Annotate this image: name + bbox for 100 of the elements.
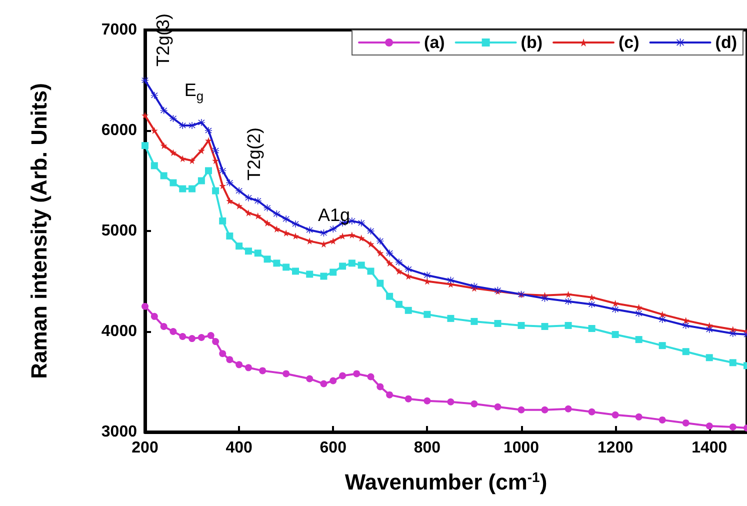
point — [588, 408, 596, 416]
point — [226, 356, 234, 364]
point — [376, 280, 384, 287]
point — [348, 260, 356, 267]
point — [282, 230, 290, 237]
y-tick-label: 7000 — [101, 22, 138, 38]
point — [264, 256, 271, 263]
point — [236, 242, 243, 250]
point — [541, 406, 548, 414]
point — [682, 419, 690, 426]
point — [635, 310, 642, 317]
point — [244, 248, 252, 255]
point — [353, 370, 360, 378]
point — [142, 142, 148, 150]
point — [320, 380, 328, 388]
x-tick-label: 1400 — [692, 440, 728, 456]
point — [292, 232, 299, 240]
point — [292, 220, 299, 228]
point — [226, 179, 234, 186]
point — [142, 112, 148, 119]
point — [179, 155, 186, 162]
point — [367, 240, 374, 248]
point — [188, 335, 196, 342]
legend-label: (c) — [618, 33, 640, 52]
y-tick-label: 6000 — [101, 122, 138, 139]
point — [282, 370, 290, 378]
point — [358, 262, 365, 269]
point — [320, 272, 328, 280]
point — [207, 332, 214, 340]
point — [612, 331, 619, 338]
point — [170, 149, 177, 156]
point — [212, 187, 220, 194]
point — [330, 238, 337, 245]
point — [219, 182, 226, 190]
point — [254, 250, 262, 257]
point — [198, 118, 205, 126]
point — [348, 232, 356, 239]
point — [424, 397, 431, 404]
point — [386, 260, 394, 267]
point — [564, 298, 572, 305]
point — [244, 194, 252, 202]
point — [729, 359, 736, 366]
point — [395, 268, 402, 275]
legend-label: (b) — [520, 33, 543, 52]
point — [142, 76, 148, 84]
y-axis-title: Raman intensity (Arb. Units) — [26, 83, 52, 379]
point — [635, 413, 642, 420]
point — [236, 202, 243, 210]
point — [424, 310, 431, 318]
point — [306, 238, 314, 245]
point — [706, 354, 713, 362]
point — [339, 262, 346, 270]
point — [518, 322, 525, 329]
point — [236, 187, 243, 194]
point — [219, 350, 226, 358]
point — [198, 147, 205, 154]
point — [395, 300, 402, 308]
point — [142, 302, 148, 310]
point — [150, 312, 158, 320]
point — [494, 320, 502, 327]
point — [447, 398, 454, 406]
point — [404, 272, 412, 280]
x-tick-label: 200 — [132, 440, 158, 456]
y-tick-label: 3000 — [101, 424, 138, 440]
point — [658, 342, 666, 350]
point — [150, 92, 158, 99]
point — [150, 127, 158, 134]
x-tick-label: 1200 — [598, 440, 634, 456]
point — [170, 114, 177, 122]
point — [244, 364, 252, 372]
point — [226, 197, 234, 204]
point — [447, 314, 454, 322]
point — [306, 270, 314, 278]
point — [188, 122, 196, 129]
point — [150, 162, 158, 170]
point — [219, 217, 226, 224]
point — [170, 328, 177, 335]
point — [470, 318, 478, 325]
point — [404, 266, 412, 273]
point — [447, 276, 454, 284]
point — [376, 383, 384, 390]
point — [706, 422, 713, 430]
point — [259, 367, 266, 374]
point — [588, 324, 596, 332]
point — [330, 225, 337, 232]
point — [320, 230, 328, 237]
point — [212, 147, 220, 154]
point — [386, 292, 394, 300]
point — [404, 395, 412, 402]
point — [188, 157, 196, 164]
point — [264, 219, 271, 226]
point — [404, 306, 412, 314]
point — [564, 405, 572, 412]
point — [682, 348, 690, 356]
point — [160, 322, 168, 330]
point — [226, 232, 234, 240]
x-tick-label: 1000 — [503, 440, 540, 456]
point — [254, 197, 262, 204]
point — [706, 326, 713, 333]
point — [273, 260, 280, 267]
